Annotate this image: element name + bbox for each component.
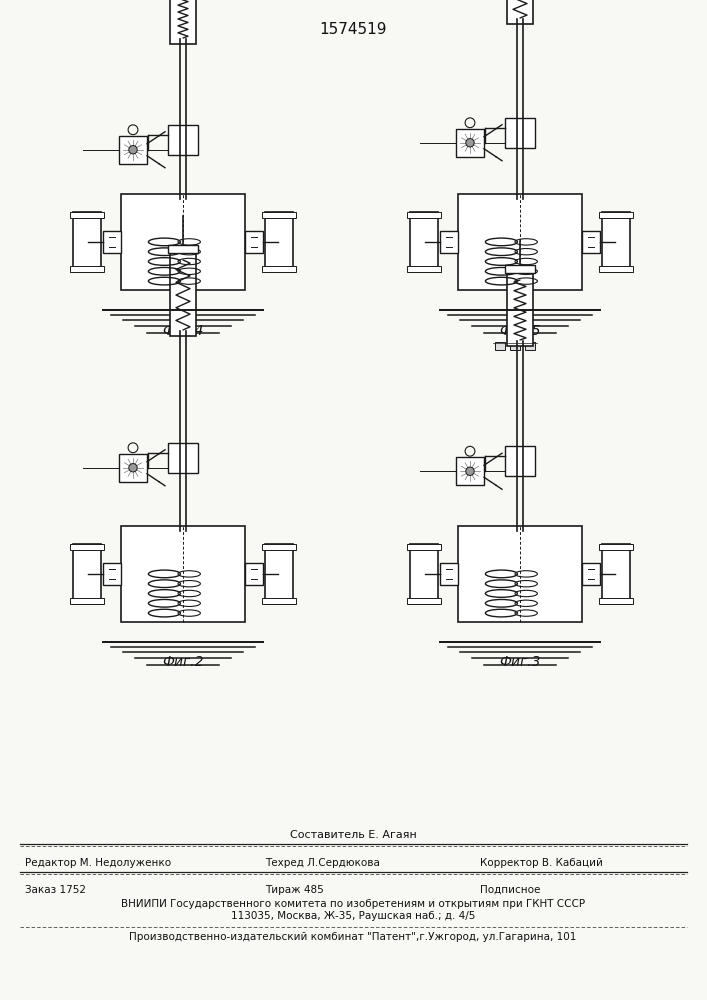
Text: Фиг.3: Фиг.3 (499, 655, 541, 669)
Bar (262, 266, 296, 272)
Bar (458, 526, 582, 622)
Bar (599, 598, 633, 604)
Bar (507, 271, 533, 346)
Bar (119, 136, 147, 164)
Bar (70, 544, 104, 550)
Bar (599, 212, 633, 218)
Text: Фиг.4: Фиг.4 (162, 324, 204, 338)
Bar (505, 446, 535, 476)
Text: Фиг.5: Фиг.5 (499, 324, 541, 338)
Bar (73, 544, 101, 604)
Bar (410, 212, 438, 272)
Text: Фиг.2: Фиг.2 (162, 655, 204, 669)
Bar (168, 443, 198, 473)
Bar (599, 266, 633, 272)
Text: Производственно-издательский комбинат "Патент",г.Ужгород, ул.Гагарина, 101: Производственно-издательский комбинат "П… (129, 932, 577, 942)
Text: Тираж 485: Тираж 485 (265, 885, 324, 895)
Bar (168, 125, 198, 155)
Bar (168, 245, 198, 253)
Bar (121, 194, 245, 290)
Bar (103, 231, 121, 253)
Bar (407, 212, 441, 218)
Circle shape (129, 146, 137, 154)
Bar (121, 526, 245, 622)
Bar (407, 266, 441, 272)
Bar (525, 342, 535, 350)
Bar (458, 194, 582, 290)
Bar (262, 212, 296, 218)
Circle shape (466, 467, 474, 475)
Bar (582, 231, 600, 253)
Bar (262, 598, 296, 604)
Bar (599, 544, 633, 550)
Bar (410, 544, 438, 604)
Bar (119, 454, 147, 482)
Bar (505, 118, 535, 148)
Text: Составитель Е. Агаян: Составитель Е. Агаян (290, 830, 416, 840)
Text: Техред Л.Сердюкова: Техред Л.Сердюкова (265, 858, 380, 868)
Text: Заказ 1752: Заказ 1752 (25, 885, 86, 895)
Bar (73, 212, 101, 272)
Bar (170, 0, 196, 44)
Bar (103, 563, 121, 585)
Text: 113035, Москва, Ж-35, Раушская наб.; д. 4/5: 113035, Москва, Ж-35, Раушская наб.; д. … (230, 911, 475, 921)
Text: Подписное: Подписное (480, 885, 540, 895)
Bar (245, 231, 263, 253)
Bar (582, 563, 600, 585)
Bar (602, 544, 630, 604)
Circle shape (129, 464, 137, 472)
Text: ВНИИПИ Государственного комитета по изобретениям и открытиям при ГКНТ СССР: ВНИИПИ Государственного комитета по изоб… (121, 899, 585, 909)
Bar (510, 342, 520, 350)
Bar (440, 563, 458, 585)
Bar (70, 212, 104, 218)
Bar (407, 598, 441, 604)
Bar (70, 598, 104, 604)
Bar (602, 212, 630, 272)
Bar (262, 544, 296, 550)
Bar (456, 457, 484, 485)
Bar (245, 563, 263, 585)
Bar (265, 544, 293, 604)
Text: 1574519: 1574519 (320, 22, 387, 37)
Text: Корректор В. Кабаций: Корректор В. Кабаций (480, 858, 603, 868)
Text: Редактор М. Недолуженко: Редактор М. Недолуженко (25, 858, 171, 868)
Bar (505, 265, 535, 273)
Bar (495, 342, 505, 350)
Bar (70, 266, 104, 272)
Circle shape (466, 139, 474, 147)
Bar (456, 129, 484, 157)
Bar (407, 544, 441, 550)
Bar (265, 212, 293, 272)
Bar (170, 251, 196, 336)
Bar (440, 231, 458, 253)
Bar (507, 0, 533, 24)
